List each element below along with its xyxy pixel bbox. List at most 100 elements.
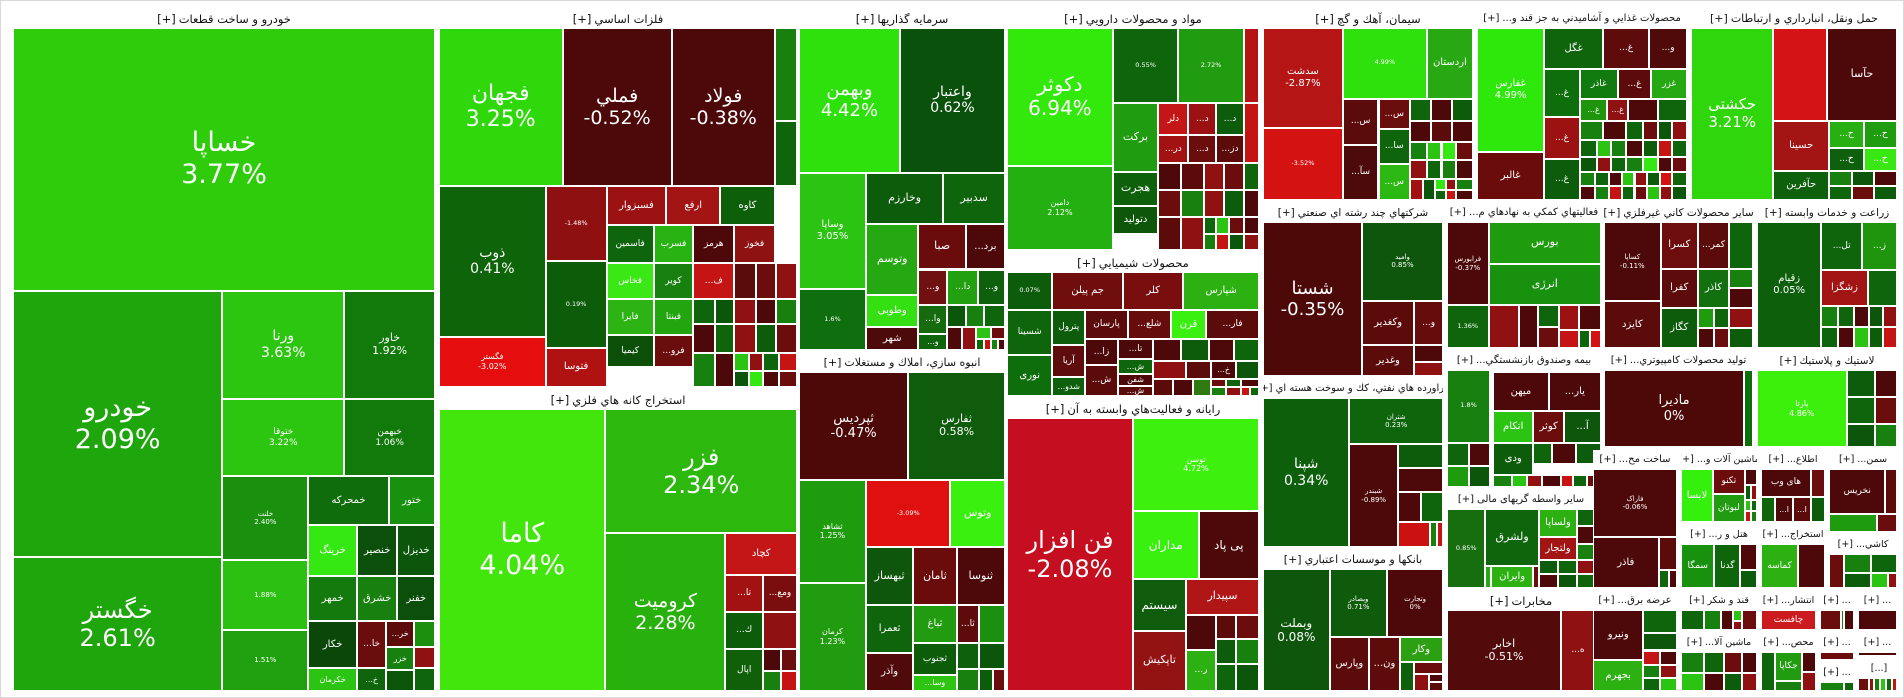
stock-cell[interactable]	[1741, 673, 1757, 691]
stock-cell[interactable]: فتوسا	[545, 347, 607, 387]
expand-icon[interactable]: [+]	[1604, 206, 1621, 219]
stock-cell[interactable]: وغدیر	[1362, 345, 1415, 376]
expand-icon[interactable]: [+]	[855, 11, 875, 26]
stock-cell[interactable]: بجهرم	[1593, 660, 1644, 691]
sector-header[interactable]: [+] فعاليتهاي كمكي به نهادهاي م...	[1447, 203, 1601, 222]
stock-cell[interactable]	[1445, 189, 1457, 200]
stock-cell[interactable]	[1603, 120, 1627, 140]
stock-cell[interactable]	[1421, 491, 1443, 522]
stock-cell[interactable]	[976, 327, 991, 339]
sector-header[interactable]: [+] هتل و ر...	[1681, 525, 1757, 544]
stock-cell[interactable]	[1203, 234, 1217, 250]
stock-cell[interactable]	[1821, 326, 1839, 348]
stock-cell[interactable]	[734, 299, 756, 325]
stock-cell[interactable]: ون...	[1369, 637, 1400, 691]
stock-cell[interactable]: آ...	[1564, 410, 1601, 443]
stock-cell[interactable]	[413, 621, 435, 647]
stock-cell[interactable]: دلر	[1158, 103, 1189, 135]
stock-cell[interactable]	[1883, 306, 1897, 327]
stock-cell[interactable]: خاور 1.92%	[344, 290, 435, 400]
stock-cell[interactable]	[1542, 475, 1561, 487]
stock-cell[interactable]: 0.19%	[545, 261, 607, 348]
stock-cell[interactable]	[780, 671, 797, 691]
stock-cell[interactable]: آریا	[1052, 345, 1086, 378]
stock-cell[interactable]	[1703, 652, 1724, 674]
stock-cell[interactable]	[1241, 387, 1251, 396]
stock-cell[interactable]	[1611, 157, 1627, 173]
stock-cell[interactable]	[1226, 387, 1242, 396]
stock-cell[interactable]	[979, 668, 993, 691]
stock-cell[interactable]	[1626, 139, 1643, 157]
stock-cell[interactable]: ش...	[1117, 386, 1154, 396]
stock-cell[interactable]: فبنتا	[653, 299, 694, 335]
stock-cell[interactable]: 1.36%	[1447, 305, 1489, 348]
stock-cell[interactable]	[1398, 491, 1422, 522]
stock-cell[interactable]: وآذر	[865, 652, 914, 691]
stock-cell[interactable]	[1647, 172, 1660, 187]
stock-cell[interactable]: فولاد -0.38%	[671, 28, 775, 186]
stock-cell[interactable]: کاما 4.04%	[439, 409, 606, 691]
stock-cell[interactable]: خلنت 2.40%	[222, 476, 309, 560]
stock-cell[interactable]	[1858, 610, 1897, 630]
stock-cell[interactable]	[1203, 190, 1224, 217]
stock-cell[interactable]	[1876, 514, 1897, 532]
stock-cell[interactable]: ثنوسا	[956, 547, 1005, 605]
stock-cell[interactable]	[1559, 305, 1580, 331]
stock-cell[interactable]: اردستان	[1426, 28, 1473, 99]
stock-cell[interactable]	[1428, 682, 1443, 691]
expand-icon[interactable]: [+]	[1768, 454, 1784, 465]
stock-cell[interactable]: شستا -0.35%	[1263, 222, 1362, 376]
stock-cell[interactable]	[984, 304, 1005, 328]
sector-header[interactable]: [+] لاستيك و پلاستيك	[1757, 351, 1897, 370]
sector-header[interactable]: [+] خودرو و ساخت قطعات	[13, 9, 435, 28]
stock-cell[interactable]	[947, 327, 962, 350]
stock-cell[interactable]: ش...	[1117, 358, 1154, 374]
stock-cell[interactable]	[762, 352, 780, 371]
stock-cell[interactable]	[1838, 326, 1854, 348]
stock-cell[interactable]: دا...	[947, 269, 979, 305]
stock-cell[interactable]: اتکام	[1493, 410, 1534, 443]
stock-cell[interactable]	[413, 646, 435, 669]
stock-cell[interactable]: زشگزا	[1821, 269, 1868, 307]
stock-cell[interactable]	[1697, 327, 1715, 348]
expand-icon[interactable]: [+]	[1779, 354, 1797, 367]
stock-cell[interactable]: ثشاهد 1.25%	[799, 480, 866, 583]
expand-icon[interactable]: [+]	[1762, 529, 1778, 540]
stock-cell[interactable]	[1740, 544, 1757, 571]
stock-cell[interactable]: سآ...	[1342, 144, 1379, 200]
stock-cell[interactable]	[1233, 338, 1259, 362]
stock-cell[interactable]: فار...	[1206, 310, 1259, 339]
stock-cell[interactable]	[1720, 610, 1733, 630]
stock-cell[interactable]: خگستر 2.61%	[13, 557, 223, 691]
stock-cell[interactable]	[1672, 120, 1687, 140]
stock-cell[interactable]	[1426, 141, 1442, 161]
stock-cell[interactable]: خزر	[386, 646, 414, 671]
stock-cell[interactable]: ومع...	[762, 575, 797, 613]
stock-cell[interactable]	[1445, 179, 1457, 190]
stock-cell[interactable]	[1594, 172, 1610, 187]
stock-cell[interactable]: خ...	[356, 667, 387, 691]
stock-cell[interactable]	[1216, 234, 1229, 250]
sector-header[interactable]: [+] محصولات غذايي و آشاميدني به جز قند و.…	[1477, 9, 1687, 28]
stock-cell[interactable]	[1750, 499, 1757, 511]
stock-cell[interactable]	[1851, 170, 1875, 187]
stock-cell[interactable]: کوثر	[1533, 410, 1565, 443]
expand-icon[interactable]: [+]	[1064, 11, 1083, 26]
stock-cell[interactable]	[1723, 652, 1742, 674]
sector-header[interactable]: [+] محصولات شيميايي	[1007, 253, 1259, 272]
sector-header[interactable]: [+]...	[1820, 633, 1854, 652]
sector-header[interactable]: [+]...	[1858, 591, 1897, 610]
stock-cell[interactable]: زا...	[1085, 338, 1118, 365]
stock-cell[interactable]	[1519, 305, 1538, 348]
stock-cell[interactable]	[1729, 307, 1753, 328]
expand-icon[interactable]: [+]	[1762, 595, 1779, 606]
stock-cell[interactable]	[1853, 326, 1869, 348]
stock-cell[interactable]	[1634, 186, 1648, 200]
stock-cell[interactable]: ح...	[1829, 148, 1865, 171]
expand-icon[interactable]: [+]	[1823, 595, 1839, 606]
stock-cell[interactable]	[1456, 179, 1473, 190]
stock-cell[interactable]: ثعمرا	[865, 604, 914, 653]
stock-cell[interactable]	[1773, 28, 1827, 121]
stock-cell[interactable]	[984, 338, 991, 350]
stock-cell[interactable]: انرژی	[1488, 263, 1601, 306]
